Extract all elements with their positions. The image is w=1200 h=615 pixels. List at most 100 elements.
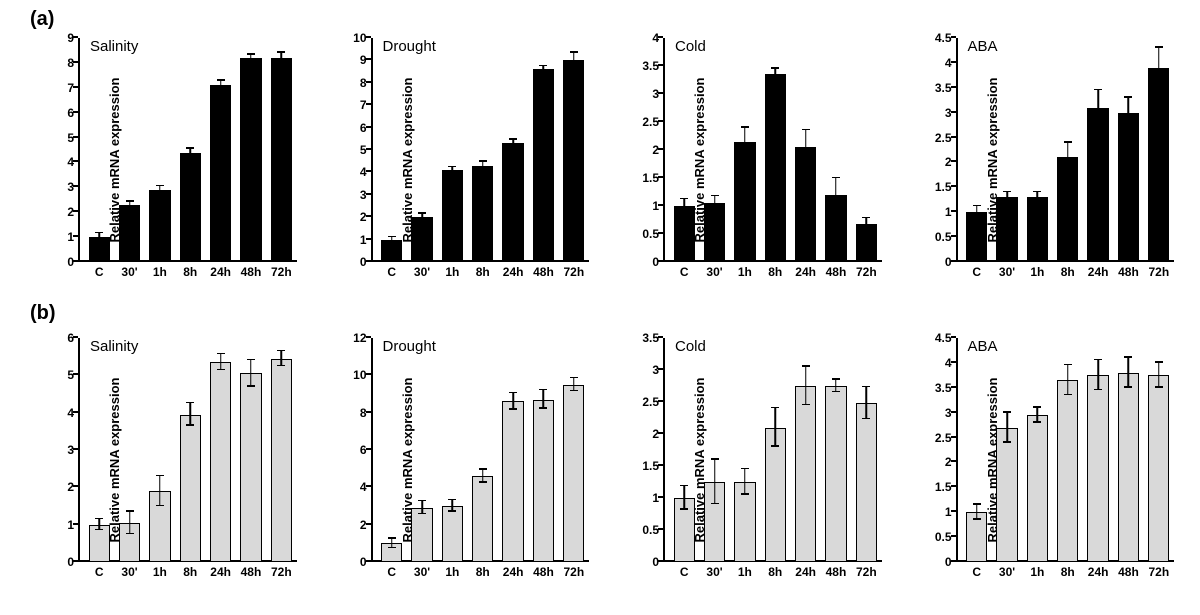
xtick-label: 24h [503, 265, 524, 279]
bar-wrap: 30' [699, 38, 729, 262]
bars-container: C30'1h8h24h48h72h [962, 38, 1175, 262]
errorbar-cap-top [448, 166, 456, 168]
errorbar-cap-top [95, 518, 103, 520]
xtick-label: 48h [241, 565, 262, 579]
bar [966, 212, 987, 262]
errorbar-cap-bottom [802, 404, 810, 406]
errorbar-cap-top [217, 353, 225, 355]
bar-wrap: C [84, 38, 114, 262]
ytick-label: 1 [652, 199, 659, 213]
ytick-label: 1 [945, 205, 952, 219]
bar [704, 203, 725, 262]
ytick-label: 1 [67, 230, 74, 244]
bar-wrap: 24h [1083, 38, 1113, 262]
ytick-label: 0.5 [935, 230, 952, 244]
bar [765, 74, 786, 262]
ytick-label: 1 [67, 518, 74, 532]
errorbar-cap-top [448, 499, 456, 501]
errorbar [1128, 358, 1130, 373]
ytick-label: 4.5 [935, 31, 952, 45]
errorbar-cap-top [1124, 356, 1132, 358]
ytick-label: 0 [67, 255, 74, 269]
bar [674, 206, 695, 262]
errorbar-cap-bottom [156, 192, 164, 194]
errorbar [1097, 360, 1099, 375]
bar-wrap: 1h [1022, 38, 1052, 262]
errorbar-cap-top [509, 138, 517, 140]
xtick-label: 30' [121, 565, 137, 579]
y-axis [78, 338, 80, 562]
errorbar-cap-bottom [539, 71, 547, 73]
bar [734, 142, 755, 262]
errorbar-cap-bottom [217, 88, 225, 90]
errorbar-cap-bottom [388, 240, 396, 242]
errorbar-cap-bottom [1124, 386, 1132, 388]
xtick-label: 24h [795, 265, 816, 279]
ytick-label: 0 [360, 555, 367, 569]
bar-wrap: 8h [1053, 338, 1083, 562]
bar-wrap: 72h [851, 338, 881, 562]
bars-container: C30'1h8h24h48h72h [377, 38, 590, 262]
chart-b-cold: ColdRelative mRNA expression00.511.522.5… [625, 330, 888, 590]
bar [1118, 113, 1139, 262]
ytick-label: 9 [360, 53, 367, 67]
chart-row-a: SalinityRelative mRNA expression01234567… [40, 30, 1180, 290]
bar-wrap: 72h [559, 338, 589, 562]
xtick-label: 48h [826, 565, 847, 579]
plot-area: 024681012C30'1h8h24h48h72h [371, 338, 590, 562]
ytick-label: 3.5 [935, 381, 952, 395]
xtick-label: 30' [999, 265, 1015, 279]
errorbar [1158, 363, 1160, 375]
errorbar-cap-bottom [247, 385, 255, 387]
bar-wrap: 30' [992, 338, 1022, 562]
bar [119, 205, 140, 262]
errorbar [159, 476, 161, 491]
ytick-label: 8 [360, 76, 367, 90]
errorbar-cap-bottom [156, 505, 164, 507]
xtick-label: 24h [1088, 265, 1109, 279]
xtick-label: 48h [1118, 565, 1139, 579]
ytick-label: 2 [652, 143, 659, 157]
xtick-label: 8h [1061, 265, 1075, 279]
chart-a-cold: ColdRelative mRNA expression00.511.522.5… [625, 30, 888, 290]
bar [825, 386, 846, 562]
bar-wrap: 1h [437, 338, 467, 562]
bar-wrap: C [669, 38, 699, 262]
errorbar-cap-top [1155, 46, 1163, 48]
errorbar-cap-bottom [711, 208, 719, 210]
bar [1027, 415, 1048, 562]
bar [240, 58, 261, 262]
xtick-label: C [680, 565, 689, 579]
ytick-label: 0 [945, 555, 952, 569]
bar-wrap: C [962, 338, 992, 562]
errorbar-cap-bottom [741, 154, 749, 156]
bar [180, 153, 201, 263]
bars-container: C30'1h8h24h48h72h [84, 38, 297, 262]
xtick-label: C [972, 265, 981, 279]
bar-wrap: 48h [528, 38, 558, 262]
ytick-label: 5 [67, 368, 74, 382]
xtick-label: 1h [153, 265, 167, 279]
bar [180, 415, 201, 562]
y-axis [371, 338, 373, 562]
bar [411, 217, 432, 262]
errorbar-cap-bottom [711, 503, 719, 505]
bar [1118, 373, 1139, 562]
errorbar-cap-bottom [126, 533, 134, 535]
errorbar [744, 469, 746, 482]
errorbar-cap-top [862, 217, 870, 219]
errorbar-cap-top [832, 177, 840, 179]
xtick-label: 8h [183, 265, 197, 279]
ytick-label: 2 [360, 518, 367, 532]
xtick-label: 72h [856, 265, 877, 279]
ytick-label: 1.5 [935, 480, 952, 494]
bar-wrap: 8h [468, 38, 498, 262]
xtick-label: C [680, 265, 689, 279]
errorbar-cap-top [418, 212, 426, 214]
bar [240, 373, 261, 562]
bar [856, 403, 877, 562]
errorbar-cap-top [973, 205, 981, 207]
errorbar-cap-top [277, 350, 285, 352]
errorbar-cap-top [186, 147, 194, 149]
bar-wrap: 48h [821, 38, 851, 262]
